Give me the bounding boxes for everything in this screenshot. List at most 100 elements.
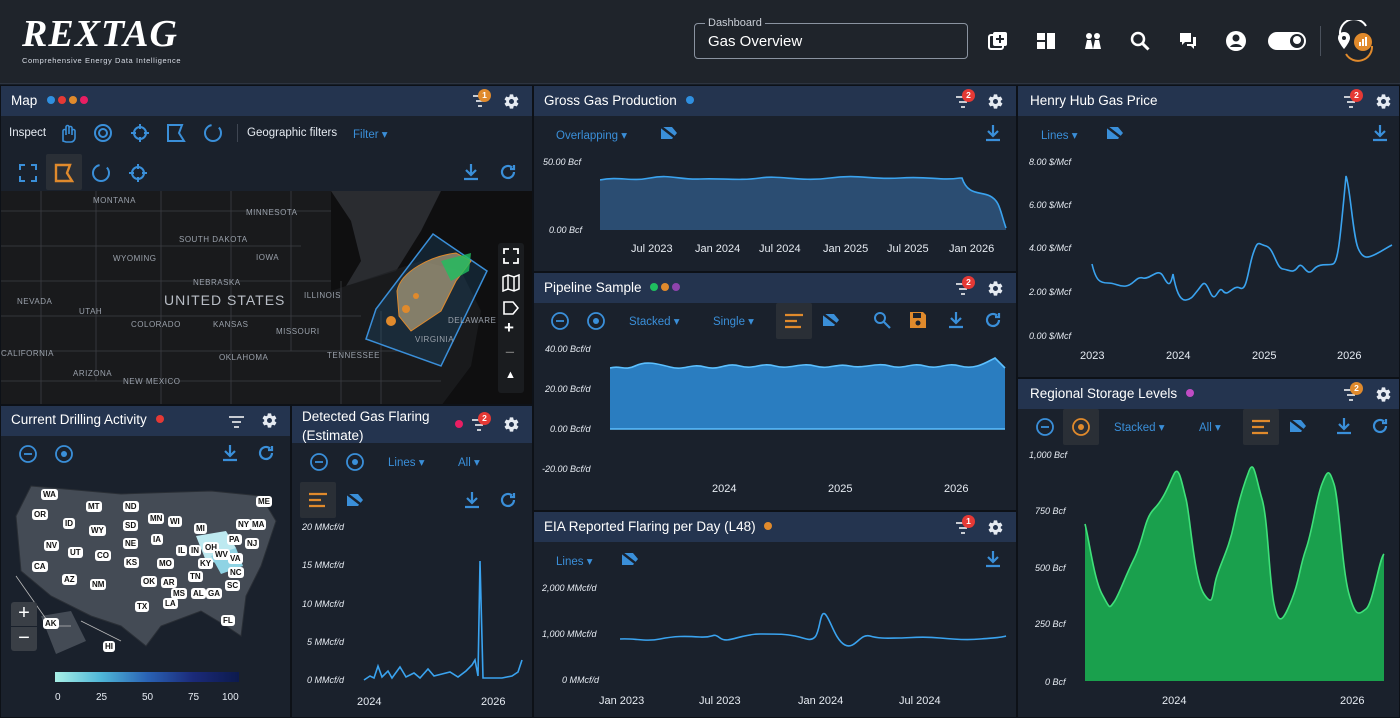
label-off-icon[interactable]	[345, 492, 365, 513]
x-tick: Jan 2024	[798, 695, 844, 707]
henry-badge: 2	[1350, 89, 1363, 102]
target-icon[interactable]	[586, 311, 606, 336]
legend-toggle-icon[interactable]	[785, 313, 803, 334]
zoom-out-button[interactable]: −	[11, 627, 37, 651]
settings-gear-icon[interactable]	[987, 519, 1004, 541]
label-off-icon[interactable]	[620, 551, 640, 572]
download-icon[interactable]	[1335, 417, 1353, 440]
radius-select-icon[interactable]	[203, 123, 223, 148]
point-icon[interactable]	[128, 163, 148, 188]
zoom-out-circle-icon[interactable]	[309, 452, 329, 477]
label-off-icon[interactable]	[1105, 125, 1125, 146]
refresh-icon[interactable]	[1371, 417, 1389, 440]
mode-dropdown[interactable]: Lines ▾	[1041, 130, 1078, 142]
search-icon[interactable]	[873, 311, 891, 334]
settings-gear-icon[interactable]	[1375, 93, 1392, 115]
state-label-ne: NE	[123, 538, 139, 549]
settings-gear-icon[interactable]	[1375, 386, 1392, 408]
map-header: Map 1	[1, 86, 532, 116]
us-state-map[interactable]	[11, 476, 281, 656]
flaring-header: Detected Gas Flaring (Estimate) 2	[292, 406, 532, 443]
settings-gear-icon[interactable]	[503, 416, 520, 438]
scope-dropdown[interactable]: All ▾	[1199, 422, 1221, 434]
mode-dropdown[interactable]: Stacked ▾	[629, 316, 680, 328]
label-off-icon[interactable]	[821, 312, 841, 333]
legend-toggle-icon[interactable]	[309, 492, 327, 513]
label-off-icon[interactable]	[1288, 418, 1308, 439]
pipeline-panel: Pipeline Sample 2 Stacked ▾ Single ▾ 40.…	[533, 272, 1017, 511]
map-canvas[interactable]: MONTANA MINNESOTA SOUTH DAKOTA WYOMING I…	[1, 191, 532, 404]
settings-gear-icon[interactable]	[987, 93, 1004, 115]
refresh-icon[interactable]	[499, 163, 517, 186]
zoom-out-icon[interactable]: −	[505, 343, 515, 362]
compass-icon[interactable]: ▲	[505, 369, 516, 381]
y-tick: 1,000 Bcf	[1029, 450, 1068, 460]
basemap-icon[interactable]	[502, 273, 520, 296]
state-label-ok: OK	[141, 576, 157, 587]
mode-dropdown[interactable]: Stacked ▾	[1114, 422, 1165, 434]
account-icon[interactable]	[1224, 29, 1248, 53]
zoom-in-icon[interactable]: +	[504, 318, 514, 337]
compare-icon[interactable]	[1081, 29, 1105, 53]
gross-header: Gross Gas Production 2	[534, 86, 1016, 116]
filter-icon[interactable]	[229, 415, 244, 433]
refresh-icon[interactable]	[984, 311, 1002, 334]
zoom-out-circle-icon[interactable]	[18, 444, 38, 469]
state-label-ia: IA	[151, 534, 163, 545]
legend-toggle-icon[interactable]	[1252, 419, 1270, 440]
add-panel-icon[interactable]	[986, 29, 1010, 53]
expand-icon[interactable]	[502, 247, 520, 269]
download-icon[interactable]	[1371, 124, 1389, 147]
label-off-icon[interactable]	[659, 125, 679, 146]
radius-icon[interactable]	[91, 163, 111, 188]
crosshair-icon[interactable]	[130, 123, 150, 148]
refresh-icon[interactable]	[499, 491, 517, 514]
label-icon[interactable]	[503, 301, 520, 319]
settings-gear-icon[interactable]	[987, 280, 1004, 302]
y-tick: 500 Bcf	[1035, 563, 1066, 573]
download-icon[interactable]	[463, 491, 481, 514]
mode-dropdown[interactable]: Lines ▾	[556, 556, 593, 568]
zoom-in-button[interactable]: +	[11, 602, 37, 626]
zoom-out-circle-icon[interactable]	[550, 311, 570, 336]
state-label-ny: NY	[236, 519, 252, 530]
y-tick: 4.00 $/Mcf	[1029, 243, 1072, 253]
layout-icon[interactable]	[1034, 29, 1058, 53]
refresh-icon[interactable]	[257, 444, 275, 467]
single-dropdown[interactable]: Single ▾	[713, 316, 754, 328]
zoom-out-circle-icon[interactable]	[1035, 417, 1055, 442]
filter-dropdown[interactable]: Filter ▾	[353, 129, 388, 141]
rextag-logo[interactable]: REXTAG Comprehensive Energy Data Intelli…	[22, 14, 197, 68]
save-icon[interactable]	[909, 311, 927, 334]
fullscreen-select-icon[interactable]	[18, 163, 38, 188]
download-icon[interactable]	[984, 550, 1002, 573]
search-icon[interactable]	[1128, 29, 1152, 53]
y-tick: 1,000 MMcf/d	[542, 629, 597, 639]
chat-icon[interactable]	[1176, 29, 1200, 53]
y-tick: 2,000 MMcf/d	[542, 583, 597, 593]
settings-gear-icon[interactable]	[261, 412, 278, 434]
target-icon[interactable]	[54, 444, 74, 469]
location-chart-icon[interactable]	[1334, 20, 1378, 62]
dashboard-select[interactable]: Dashboard Gas Overview	[694, 17, 968, 59]
brand-name: REXTAG	[22, 13, 178, 55]
theme-toggle-icon[interactable]	[1268, 32, 1306, 50]
y-tick: 750 Bcf	[1035, 506, 1066, 516]
hand-tool-icon[interactable]	[57, 123, 77, 148]
download-icon[interactable]	[462, 163, 480, 186]
mode-dropdown[interactable]: Overlapping ▾	[556, 130, 627, 142]
target-active-icon[interactable]	[1071, 417, 1091, 442]
gross-area-chart	[600, 175, 1007, 230]
download-icon[interactable]	[221, 444, 239, 467]
polygon-active-icon[interactable]	[54, 163, 75, 188]
polygon-select-icon[interactable]	[166, 123, 186, 148]
target-icon[interactable]	[345, 452, 365, 477]
download-icon[interactable]	[984, 124, 1002, 147]
target-circle-icon[interactable]	[93, 123, 113, 148]
map-label-nevada: NEVADA	[17, 297, 53, 306]
mode-dropdown[interactable]: Lines ▾	[388, 457, 425, 469]
download-icon[interactable]	[947, 311, 965, 334]
settings-gear-icon[interactable]	[503, 93, 520, 115]
scope-dropdown[interactable]: All ▾	[458, 457, 480, 469]
x-tick: Jul 2025	[887, 243, 929, 255]
